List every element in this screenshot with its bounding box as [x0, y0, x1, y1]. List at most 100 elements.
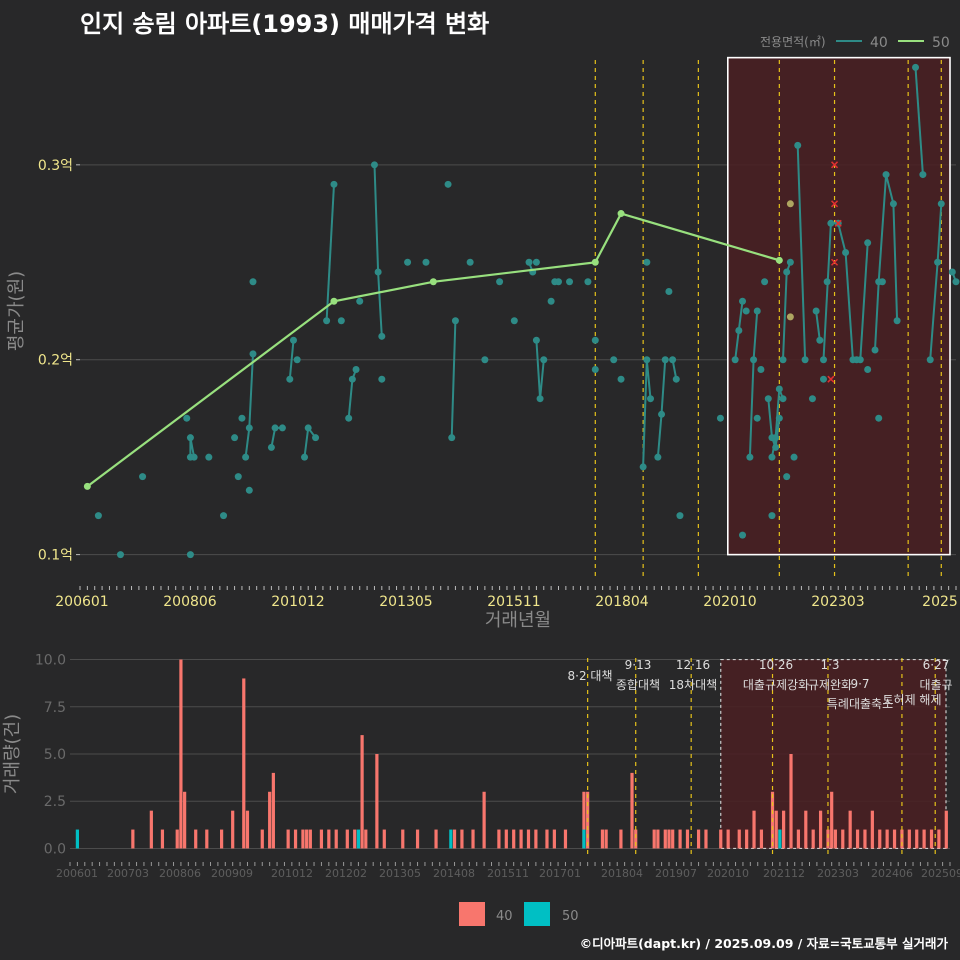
bar-40 [526, 829, 531, 849]
bar-40 [460, 829, 464, 849]
bar-40 [434, 829, 438, 849]
series-40-point [661, 356, 669, 364]
policy-label: 토허제 해제 [882, 693, 941, 707]
bar-40 [878, 829, 882, 849]
bar-40 [552, 829, 556, 849]
y-tick-label: 0.1억 [38, 548, 73, 564]
series-40-point [801, 356, 809, 364]
series-40-point [812, 307, 820, 315]
series-40-point [919, 171, 927, 179]
series-40-point [584, 278, 592, 286]
series-40-point [878, 278, 886, 286]
bar-40 [796, 829, 801, 849]
series-40-point [278, 424, 286, 432]
series-50-point [330, 297, 338, 305]
series-40-point [864, 239, 872, 247]
series-40-point [323, 317, 331, 325]
bar-40 [305, 829, 309, 849]
series-40-line [642, 359, 652, 467]
x-tick-label: 201511 [487, 594, 540, 610]
bar-40 [848, 810, 852, 849]
x-tick-label-volume: 202509 [921, 867, 960, 880]
series-50-point [775, 256, 783, 264]
bar-50 [75, 829, 79, 849]
series-40-point [566, 278, 574, 286]
series-40-point [779, 395, 787, 403]
y-tick-label-volume: 2.5 [44, 794, 66, 810]
series-40-point [330, 180, 338, 188]
series-40-point [676, 512, 684, 520]
bar-40 [704, 829, 708, 849]
bar-40 [582, 791, 586, 849]
policy-label: 1·3 [820, 658, 839, 672]
x-tick-label-volume: 201305 [379, 867, 421, 880]
series-40-point [658, 410, 666, 418]
x-tick-label-volume: 202112 [763, 867, 805, 880]
bar-40 [630, 772, 634, 849]
series-40-point [444, 180, 452, 188]
series-40-point [186, 551, 194, 559]
series-40-point [404, 258, 412, 266]
bar-40 [870, 810, 874, 849]
series-40-point [912, 63, 920, 71]
series-40-point [94, 512, 102, 520]
series-40-point [827, 219, 835, 227]
x-tick-label-volume: 201701 [539, 867, 581, 880]
policy-label: 대출규 [919, 678, 952, 692]
x-tick-label-volume: 201012 [271, 867, 313, 880]
series-40-point [779, 356, 787, 364]
bar-40 [401, 829, 405, 849]
bar-40 [179, 659, 183, 849]
bar-40 [745, 829, 749, 849]
series-40-line [373, 164, 383, 337]
highlight-point [786, 313, 794, 321]
series-40-point [672, 375, 680, 383]
series-40-point [481, 356, 489, 364]
series-40-point [238, 414, 246, 422]
series-40-point [352, 365, 360, 373]
bar-40 [260, 829, 264, 849]
series-40-point [183, 414, 191, 422]
series-40-point [422, 258, 430, 266]
footer-credit: ©디아파트(dapt.kr) / 2025.09.09 / 자료=국토교통부 실… [579, 936, 948, 951]
series-40-point [591, 365, 599, 373]
bar-40 [194, 829, 198, 849]
series-40-point [934, 258, 942, 266]
series-40-point [750, 356, 758, 364]
series-40-point [842, 249, 850, 257]
series-40-point [757, 365, 765, 373]
legend-bar-50-swatch [524, 902, 550, 926]
series-40-point [301, 453, 309, 461]
series-40-point [271, 424, 279, 432]
bar-40 [534, 829, 538, 849]
series-40-point [783, 268, 791, 276]
bar-40 [600, 829, 605, 849]
bar-40 [900, 829, 904, 849]
series-40-point [808, 395, 816, 403]
series-40-line [914, 67, 924, 175]
policy-label: 10·26 [759, 658, 793, 672]
y-tick-label-volume: 5.0 [44, 747, 66, 763]
series-40-point [289, 336, 297, 344]
series-40-line [815, 310, 821, 341]
bar-40 [818, 810, 823, 849]
bar-40 [205, 829, 209, 849]
bar-40 [415, 829, 420, 849]
series-40-point [746, 453, 754, 461]
bar-40 [375, 754, 379, 849]
policy-label: 9·7 [850, 677, 869, 691]
series-40-point [647, 395, 655, 403]
series-40-point [768, 453, 776, 461]
policy-label: 18차대책 [669, 677, 717, 692]
y-tick-label-volume: 10.0 [35, 653, 66, 669]
series-40-point [378, 332, 386, 340]
x-tick-label-volume: 200703 [107, 867, 149, 880]
series-40-point [761, 278, 769, 286]
series-40-point [643, 356, 651, 364]
x-marker [834, 219, 842, 227]
bar-40 [737, 829, 741, 849]
series-40-point [889, 200, 897, 208]
bar-40 [667, 829, 671, 849]
x-tick-label-volume: 201804 [601, 867, 643, 880]
